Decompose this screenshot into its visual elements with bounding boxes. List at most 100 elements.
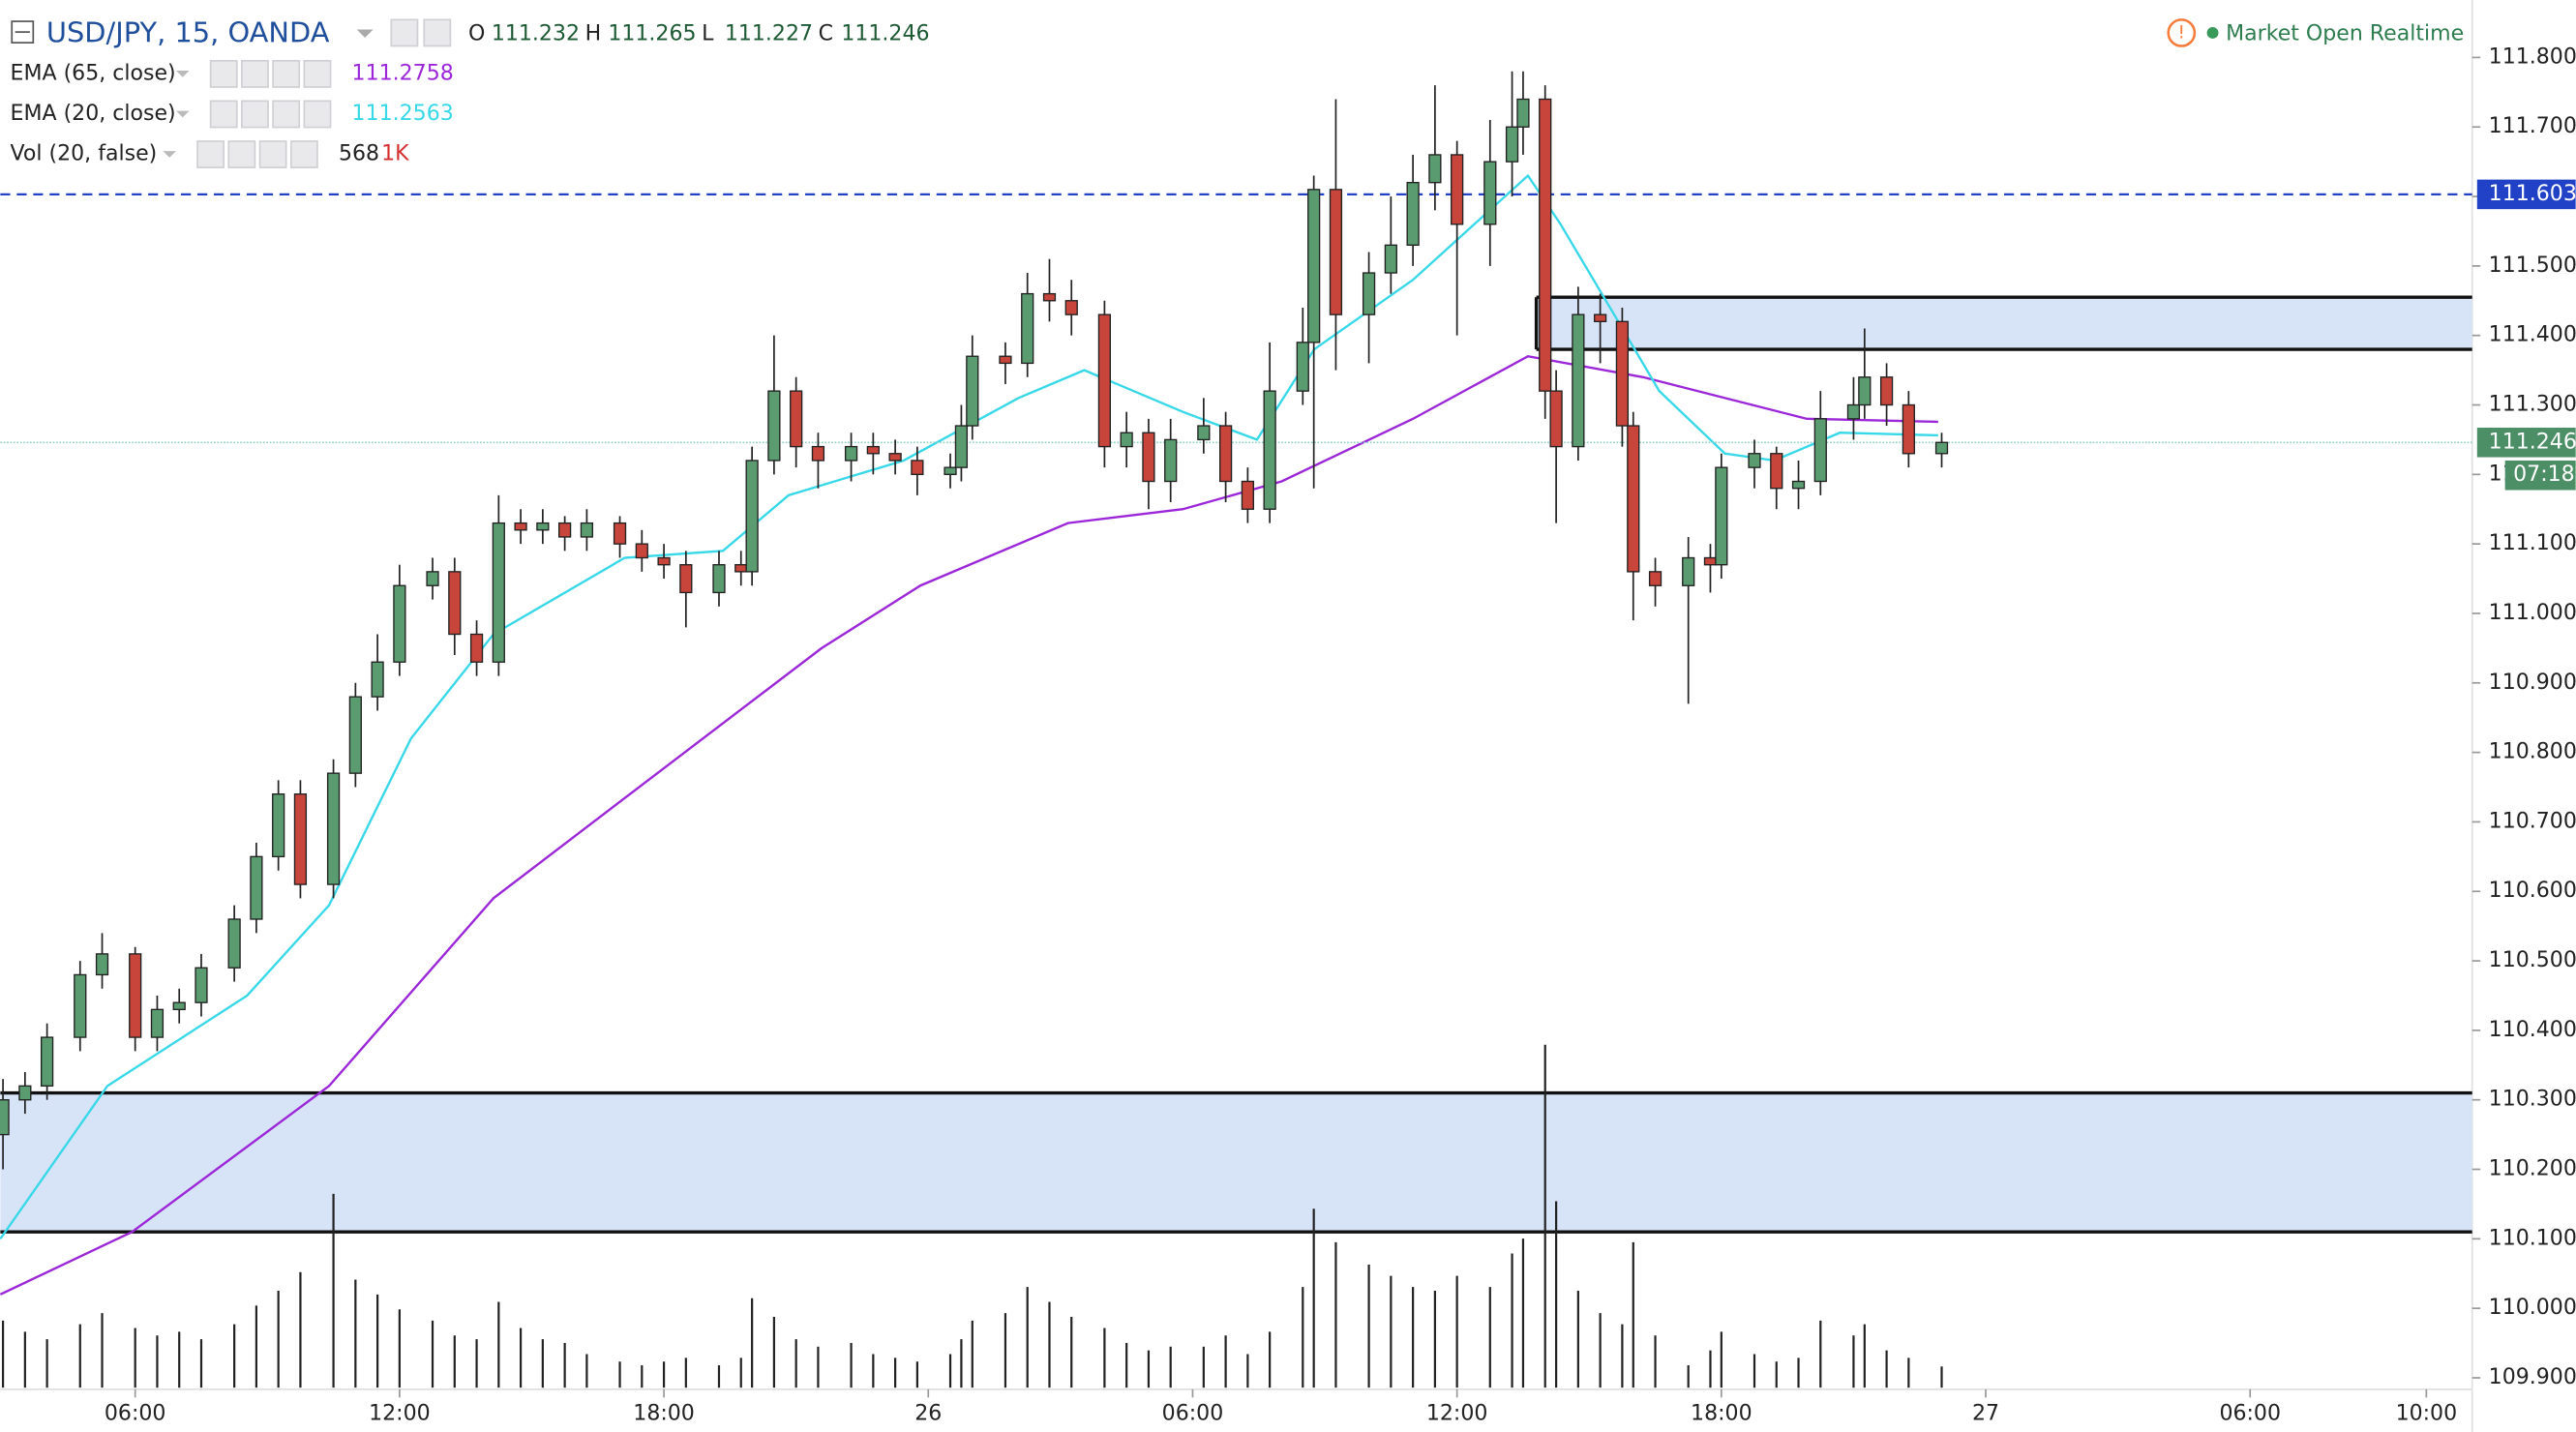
btn[interactable] — [196, 140, 225, 168]
btn[interactable] — [272, 100, 301, 129]
dropdown[interactable] — [175, 110, 190, 118]
candle-body — [393, 584, 406, 663]
candle-body — [734, 564, 748, 573]
candle-body — [1858, 376, 1872, 406]
indicator-value: 111.2563 — [352, 102, 454, 126]
candle-body — [95, 953, 109, 976]
y-tick-label: 111.700 — [2489, 114, 2576, 138]
candles — [0, 71, 1949, 1170]
candle-body — [944, 466, 957, 476]
candle-body — [1241, 480, 1254, 510]
last-price-label: 111.246 — [2489, 430, 2576, 454]
candle-body — [1042, 292, 1057, 302]
zone — [0, 1092, 2472, 1233]
btn[interactable] — [423, 18, 452, 47]
x-tick-label: 27 — [1972, 1401, 1999, 1425]
x-tick-label: 18:00 — [633, 1401, 695, 1425]
btn[interactable] — [272, 59, 301, 88]
candle-body — [1682, 556, 1695, 586]
y-tick-label: 111.300 — [2489, 393, 2576, 417]
collapse-icon[interactable] — [11, 20, 35, 44]
x-tick-label: 12:00 — [369, 1401, 431, 1425]
candle-body — [966, 355, 979, 427]
alert-label-bg — [2476, 179, 2576, 210]
btn[interactable] — [227, 140, 256, 168]
candle-body — [195, 967, 208, 1003]
candle-body — [426, 571, 439, 586]
candle-body — [1715, 466, 1728, 566]
candle-body — [272, 793, 285, 858]
y-tick-label: 110.700 — [2489, 809, 2576, 833]
btn[interactable] — [209, 59, 238, 88]
candle-body — [250, 855, 263, 920]
y-tick-label: 110.600 — [2489, 879, 2576, 903]
y-tick-label: 110.000 — [2489, 1296, 2576, 1320]
market-status: Market Open Realtime — [2226, 22, 2464, 46]
candle-body — [844, 445, 858, 462]
candle-body — [1770, 453, 1783, 490]
candle-body — [1505, 126, 1519, 163]
candle-body — [227, 918, 241, 969]
ohlc-label: H — [585, 22, 602, 46]
btn[interactable] — [258, 140, 287, 168]
candle-body — [293, 793, 308, 885]
btn[interactable] — [289, 140, 318, 168]
candle-body — [326, 772, 341, 885]
ohlc-value: 111.227 — [725, 22, 813, 46]
candle-body — [1362, 272, 1376, 315]
candle-body — [1748, 453, 1761, 468]
btn[interactable] — [303, 100, 332, 129]
candle-body — [348, 696, 362, 774]
candle-body — [790, 390, 803, 448]
candle-body — [1934, 441, 1949, 455]
candle-body — [469, 633, 484, 663]
candle-body — [613, 522, 627, 545]
dropdown[interactable] — [356, 29, 374, 39]
alert-icon[interactable] — [2167, 18, 2197, 47]
dropdown[interactable] — [175, 70, 190, 77]
volume-limit: 1K — [381, 142, 409, 166]
btn[interactable] — [241, 100, 269, 129]
y-tick-label: 110.800 — [2489, 740, 2576, 764]
last-price-bg — [2476, 428, 2576, 458]
candle-body — [999, 355, 1012, 365]
btn[interactable] — [241, 59, 269, 88]
indicator-name: EMA (20, close) — [11, 102, 176, 126]
candle-body — [1549, 390, 1563, 448]
btn[interactable] — [209, 100, 238, 129]
candle-body — [1097, 313, 1112, 448]
ohlc-label: L — [702, 22, 714, 46]
candle-body — [492, 522, 505, 663]
indicator-name: EMA (65, close) — [11, 61, 176, 85]
candle-body — [514, 522, 527, 531]
candle-body — [1594, 313, 1607, 322]
candle-body — [1451, 154, 1464, 225]
y-tick-label: 111.500 — [2489, 254, 2576, 278]
candle-body — [1021, 292, 1034, 365]
candle-body — [911, 460, 924, 476]
ema-line — [0, 354, 1938, 1296]
btn[interactable] — [390, 18, 419, 47]
y-tick-label: 110.200 — [2489, 1157, 2576, 1181]
candle-body — [172, 1001, 186, 1011]
y-tick-label: 109.900 — [2489, 1365, 2576, 1389]
candle-body — [129, 953, 142, 1038]
ohlc-value: 111.246 — [841, 22, 929, 46]
candle-body — [745, 460, 759, 573]
candle-body — [0, 1099, 10, 1136]
alert-icon-mark: ! — [2178, 22, 2185, 43]
candle-body — [1539, 98, 1552, 392]
y-tick-label: 110.300 — [2489, 1088, 2576, 1112]
candle-body — [1846, 403, 1861, 420]
candle-body — [74, 973, 87, 1038]
candle-body — [1142, 432, 1155, 483]
candle-body — [1627, 425, 1640, 573]
countdown-bg — [2504, 460, 2576, 491]
x-tick-label: 06:00 — [1162, 1401, 1224, 1425]
btn[interactable] — [303, 59, 332, 88]
candle-body — [1164, 438, 1178, 483]
candle-body — [1648, 571, 1662, 586]
dropdown[interactable] — [163, 151, 176, 158]
ohlc-value: 111.265 — [608, 22, 696, 46]
candle-body — [371, 661, 384, 698]
